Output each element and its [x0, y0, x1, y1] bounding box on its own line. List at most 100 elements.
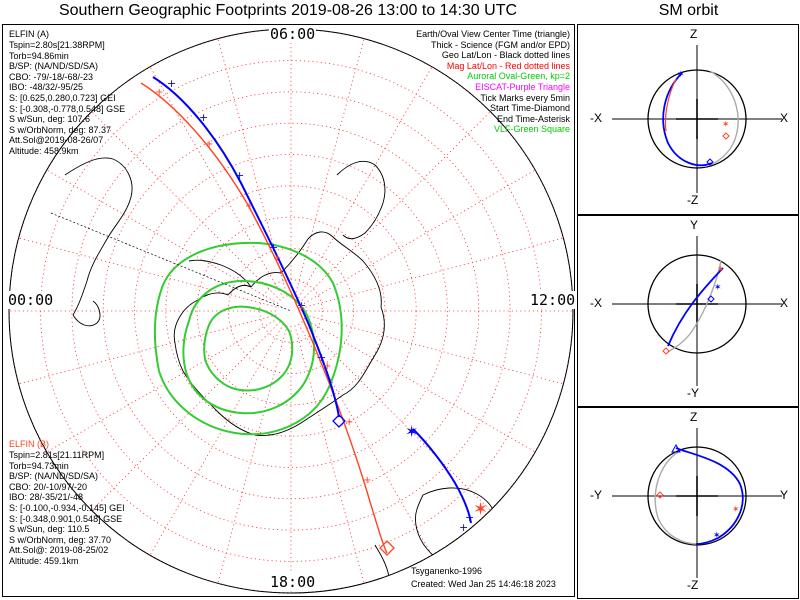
orbit-a-track [675, 447, 744, 545]
legend-item: Auroral Oval-Green, kp=2 [467, 71, 570, 82]
mag-longitude-line [305, 314, 564, 385]
elfin-a-tick-mark: + [269, 241, 278, 254]
earth-circle [647, 446, 747, 546]
elfin-b-header: ELFIN (B) [9, 439, 50, 449]
elfin-b-tick-mark: + [155, 87, 163, 98]
sm-orbit-xy-panel: ✶ ✶ Y -Y -X X [577, 215, 799, 407]
sm-orbit-title: SM orbit [658, 2, 719, 19]
panel1-bottom-label: -Z [687, 193, 699, 207]
panel3-left-label: -Y [590, 488, 602, 502]
orbit-b-start-diamond [722, 132, 730, 140]
hour-label-left: 00:00 [7, 291, 55, 309]
elfin-a-tick-mark: + [317, 351, 326, 364]
elfin-a-info-line: S: [-0.308,-0.778,0.548] GSE [9, 103, 126, 114]
elfin-b-info-line: S: [-0.348,0.901,0.548] GSE [9, 513, 123, 524]
elfin-b-info-line: B/SP: (NA/ND/SD/SA) [9, 471, 99, 482]
mag-longitude-line [303, 169, 536, 304]
elfin-a-tick-mark: + [167, 77, 176, 90]
elfin-b-tick-mark: + [205, 139, 213, 150]
elfin-a-header: ELFIN (A) [9, 29, 50, 39]
elfin-a-info-line: Tspin=2.80s[21.38RPM] [9, 40, 105, 50]
elfin-a-end-asterisk: ✶ [405, 422, 418, 441]
orbit-b-end-asterisk: ✶ [722, 119, 730, 129]
orbit-b-highlight [664, 78, 677, 132]
elfin-a-track-pass2 [412, 428, 472, 524]
earth-circle [647, 254, 747, 354]
mag-latitude-circle [259, 279, 323, 343]
legend-item: Geo Lat/Lon - Black dotted lines [441, 50, 570, 61]
mag-longitude-line [46, 318, 279, 453]
elfin-a-info-line: Att.Sol@2019-08-26/07 [9, 135, 104, 146]
elfin-b-info-line: S w/Sun, deg: 110.5 [9, 524, 90, 535]
earth-circle [647, 69, 747, 169]
orbit-a-start-diamond [707, 295, 715, 303]
elfin-a-tick-mark: + [459, 521, 468, 534]
view-center-line [50, 212, 292, 312]
elfin-a-tick-mark: + [235, 169, 244, 182]
panel3-bottom-label: -Z [687, 578, 699, 592]
elfin-b-start-diamond [379, 540, 395, 556]
mag-longitude-line [18, 237, 277, 308]
orbit-b-track [654, 451, 699, 545]
panel3-right-label: Y [780, 488, 789, 502]
elfin-a-tick-mark: + [297, 299, 306, 312]
mag-latitude-circle [196, 216, 386, 406]
page-title: Southern Geographic Footprints 2019-08-2… [58, 2, 518, 19]
auroral-oval [153, 241, 343, 436]
sm-orbit-xz-canvas: ✶ ✶ [612, 45, 782, 193]
orbit-a-start-diamond [706, 158, 714, 166]
elfin-b-tick-mark: + [245, 201, 253, 212]
sm-orbit-xz-panel: ✶ ✶ Z -Z -X X [577, 24, 799, 215]
model-credit: Tsyganenko-1996 [411, 566, 483, 576]
continent-outlines [64, 157, 498, 590]
elfin-b-track [140, 82, 388, 554]
elfin-b-info-line: S w/OrbNorm, deg: 37.70 [9, 534, 112, 545]
legend-item: VLF-Green Square [493, 124, 570, 135]
orbit-b-start-diamond [662, 347, 670, 355]
auroral-oval-ring [153, 241, 343, 436]
south-america-tip-outline [72, 300, 101, 327]
elfin-a-info-line: S w/Sun, deg: 107.6 [9, 114, 91, 125]
elfin-a-info-line: B/SP: (NA/ND/SD/SA) [9, 61, 99, 72]
elfin-b-info-line: S: [-0.100,-0.934,-0.145] GEI [9, 502, 125, 513]
elfin-a-info-line: Torb=94.86min [9, 50, 69, 61]
elfin-a-info-line: S: [0.625,0.280,0.723] GEI [9, 92, 116, 103]
elfin-b-tick-mark: + [345, 417, 353, 428]
footprint-map-canvas: ++++++++++++++✶✶++ [8, 28, 574, 594]
elfin-a-info-line: S w/OrbNorm, deg: 87.37 [9, 124, 112, 135]
created-timestamp: Created: Wed Jan 25 14:46:18 2023 [411, 579, 556, 589]
auroral-oval-ring [203, 305, 294, 392]
elfin-b-tick-mark: + [323, 361, 331, 372]
new-zealand-outline [374, 544, 390, 578]
elfin-b-end-asterisk: ✶ [473, 499, 488, 520]
orbit-a-end-asterisk: ✶ [713, 530, 721, 540]
elfin-a-tick-mark: + [199, 111, 208, 124]
sm-orbit-yz-panel: ✶ ✶ Z -Z -Y Y [577, 407, 799, 599]
legend-item: Start Time-Diamond [489, 103, 570, 114]
sm-orbit-xy-canvas: ✶ ✶ [612, 236, 782, 386]
elfin-a-info-line: IBO: -48/32/-95/25 [9, 82, 84, 93]
orbit-b-end-asterisk: ✶ [732, 504, 740, 514]
panel1-left-label: -X [590, 111, 602, 125]
elfin-b-info-line: Torb=94.73min [9, 460, 69, 471]
elfin-b-info-line: IBO: 28/-35/21/-48 [9, 492, 84, 503]
legend-item: EISCAT-Purple Triangle [475, 81, 570, 92]
orbit-b-track [709, 70, 739, 166]
legend-item: Thick - Science (FGM and/or EPD) [430, 39, 570, 50]
orbit-a-track [667, 267, 724, 347]
legend-item: Earth/Oval View Center Time (triangle) [416, 29, 570, 39]
elfin-b-info-line: CBO: 20/-10/97/-20 [9, 481, 88, 492]
orbit-a-view-triangle [671, 443, 681, 453]
elfin-b-info-line: Altitude: 459.1km [9, 555, 79, 566]
mag-longitude-line [217, 325, 288, 584]
sm-orbit-yz-canvas: ✶ ✶ [612, 428, 782, 578]
footprint-tracks: ++++++++++++++✶✶++ [140, 76, 488, 556]
elfin-a-tick-mark: + [465, 511, 474, 524]
mag-longitude-line [149, 323, 284, 556]
mag-longitude-line [301, 321, 491, 511]
mag-longitude-line [18, 314, 277, 385]
orbit-b-end-asterisk: ✶ [717, 264, 725, 274]
elfin-a-info-line: CBO: -79/-18/-68/-23 [9, 71, 94, 82]
hour-label-right: 12:00 [529, 291, 577, 309]
elfin-a-info: Tspin=2.80s[21.38RPM] Torb=94.86min B/SP: … [9, 40, 125, 157]
